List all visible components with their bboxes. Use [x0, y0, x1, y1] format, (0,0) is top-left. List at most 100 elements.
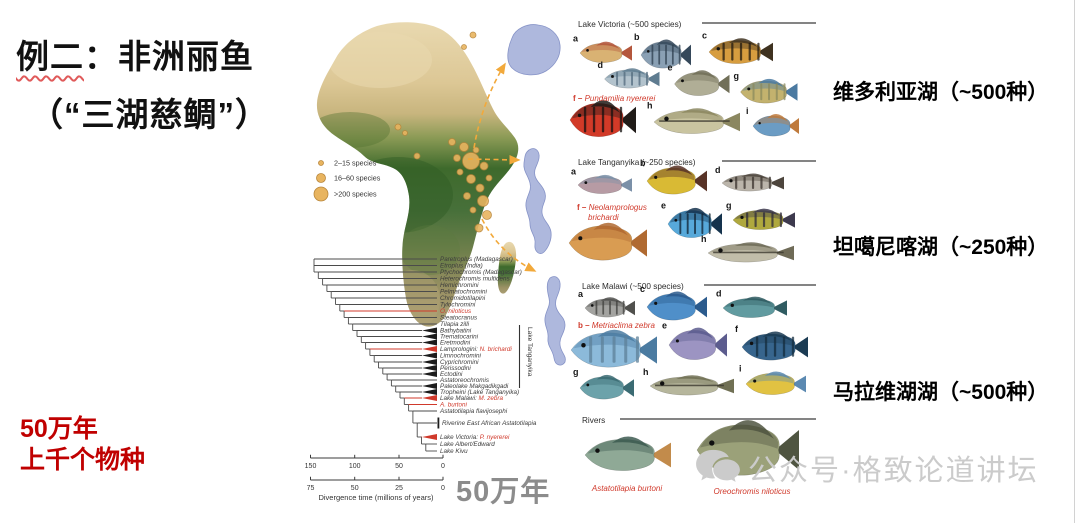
species-dot: [402, 130, 408, 136]
fish-malawi-a: [584, 297, 635, 318]
species-dot: [453, 154, 461, 162]
fish-eye: [730, 303, 734, 308]
fish-shading: [648, 167, 695, 181]
fish-eye: [646, 50, 650, 53]
malawi-panel-title: Lake Malawi (~500 species): [582, 282, 684, 291]
fish-letter-malawi-h: h: [643, 367, 649, 377]
victoria-highlight-label: f – Pundamilia nyererei: [573, 94, 655, 103]
fish-stripe: [731, 42, 734, 61]
fish-eye: [586, 383, 590, 387]
fish-tanganyika-h: [707, 242, 794, 263]
fish-stripe: [616, 71, 619, 86]
watermark-text: 公众号·格致论道讲坛: [748, 455, 1039, 487]
rivers-species-1: Oreochromis niloticus: [714, 487, 791, 496]
fish-stripe: [624, 336, 628, 363]
title-line1-rest: ：非洲丽鱼: [84, 38, 254, 75]
malawi-highlight-label: b – Metriaclima zebra: [578, 321, 655, 330]
fish-body: [646, 293, 696, 321]
species-dot: [466, 174, 476, 184]
fish-eye: [611, 75, 614, 78]
fish-letter-victoria-h: h: [647, 101, 653, 111]
fish-body: [570, 332, 641, 368]
species-dot: [463, 192, 471, 200]
fish-shading: [587, 439, 654, 455]
fish-body: [721, 174, 773, 192]
fish-dorsal-fin: [728, 420, 775, 439]
clade-triangle: [422, 327, 437, 334]
fish-tail: [714, 378, 734, 394]
species-dot: [469, 31, 477, 39]
map-legend: 2–15 species 16–60 species >200 species: [313, 159, 381, 202]
fish-eye: [747, 87, 751, 91]
tree-tip-label: Riverine East African Astatotilapia: [442, 420, 537, 427]
fish-eye: [595, 448, 600, 453]
africa-continent: [316, 22, 519, 327]
clade-triangle: [422, 434, 437, 440]
fish-stripe: [708, 213, 711, 235]
fish-eye: [709, 440, 715, 446]
species-dot: [413, 152, 421, 160]
fish-dorsal-fin: [762, 331, 792, 342]
legend-label: 2–15 species: [334, 159, 377, 168]
red-note-line1: 50万年: [20, 415, 98, 443]
fish-stripe: [743, 176, 746, 189]
tree-tip-label: Heterochromis multidens: [440, 276, 510, 283]
fish-body: [667, 210, 712, 238]
fish-dorsal-fin: [743, 296, 772, 304]
fish-stripe: [631, 71, 633, 86]
tree-tip-label: Perissodini: [440, 365, 471, 372]
fish-eye: [681, 79, 684, 83]
fish-body: [604, 69, 650, 89]
fish-dorsal-fin: [758, 78, 784, 88]
fish-stripe: [638, 71, 641, 86]
fish-letter-malawi-c: c: [640, 284, 645, 294]
axis-tick-label: 0: [441, 485, 445, 492]
legend-label: >200 species: [334, 190, 377, 199]
clade-label-lake-tanganyika: Lake Tanganyika: [526, 327, 533, 377]
fish-tail: [679, 44, 691, 66]
fish-eye: [578, 236, 583, 241]
fish-stripe: [622, 300, 625, 315]
fish-dorsal-fin: [656, 39, 679, 50]
clade-triangle: [422, 346, 437, 352]
species-dot: [479, 161, 489, 171]
tree-tip-label: Cyprichromini: [440, 359, 479, 366]
fish-stripe: [671, 44, 674, 65]
species-dot: [456, 168, 464, 176]
fish-stripe: [665, 44, 667, 65]
lake-tanganyika-shape: [523, 148, 552, 254]
fish-body: [653, 110, 724, 134]
fish-eye: [584, 181, 588, 185]
fish-tail: [757, 42, 773, 62]
clade-triangle: [422, 339, 437, 346]
label-lake-victoria-cn: 维多利亚湖（~500种）: [833, 81, 1049, 104]
lake-malawi-shape: [544, 276, 566, 366]
fish-eye: [740, 215, 744, 219]
fish-tail: [716, 74, 730, 94]
tanganyika-highlight-label-line2: brichardi: [588, 213, 619, 222]
fish-malawi-g: [579, 374, 634, 400]
fish-letter-victoria-e: e: [668, 63, 673, 73]
fish-letter-malawi-g: g: [573, 367, 579, 377]
fish-dorsal-fin: [597, 329, 636, 343]
fish-tail: [692, 296, 707, 318]
fish-victoria-b: [640, 39, 691, 69]
fish-body: [674, 72, 720, 96]
fish-stripe: [764, 336, 768, 357]
africa-map: [316, 22, 519, 327]
arrow-to-malawi: [481, 218, 537, 272]
arrow-to-tanganyika: [467, 155, 521, 165]
fish-letter-malawi-i: i: [739, 364, 742, 374]
fish-stripe: [746, 212, 749, 228]
fish-tanganyika-b: [646, 165, 707, 195]
fish-letter-victoria-i: i: [746, 106, 749, 116]
species-dot: [485, 174, 493, 182]
fish-dorsal-fin: [594, 174, 619, 182]
fish-tail: [709, 213, 722, 235]
right-edge-divider: [1074, 0, 1075, 523]
fish-dorsal-fin: [734, 242, 773, 249]
fish-eye: [753, 379, 757, 383]
species-dot: [477, 195, 489, 207]
fish-body: [722, 298, 775, 318]
